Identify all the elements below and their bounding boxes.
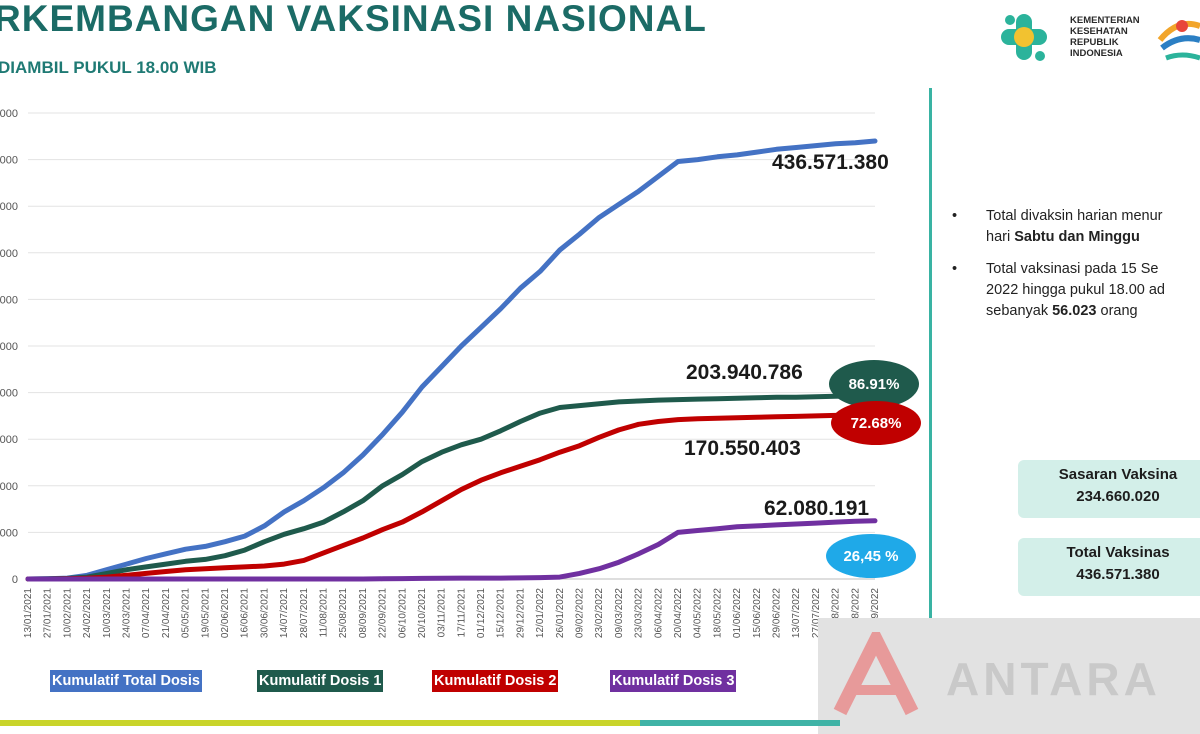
y-tick-label: 0 [12, 574, 18, 586]
ministry-name: KEMENTERIAN KESEHATAN REPUBLIK INDONESIA [1070, 15, 1140, 59]
x-tick-label: 19/05/2021 [200, 588, 211, 638]
end-value-label: 170.550.403 [684, 437, 801, 460]
x-tick-label: 10/08/2022 [831, 588, 842, 638]
page-subtitle: DIAMBIL PUKUL 18.00 WIB [0, 58, 217, 77]
x-tick-label: 03/11/2021 [437, 588, 448, 638]
x-tick-label: 23/02/2022 [594, 588, 605, 638]
footer-bar-teal [640, 720, 840, 726]
x-tick-label: 20/04/2022 [673, 588, 684, 638]
x-tick-label: 25/08/2021 [338, 588, 349, 638]
x-tick-label: 29/06/2022 [772, 588, 783, 638]
x-tick-label: 24/02/2021 [82, 588, 93, 638]
x-tick-label: 16/06/2021 [240, 588, 251, 638]
x-tick-label: 26/01/2022 [555, 588, 566, 638]
x-tick-label: 30/06/2021 [259, 588, 270, 638]
antara-logo-icon [833, 632, 919, 716]
x-tick-label: 28/07/2021 [299, 588, 310, 638]
y-tick-label: 000 [0, 434, 18, 446]
total-box: Total Vaksinas 436.571.380 [1018, 538, 1200, 596]
x-tick-label: 09/03/2022 [614, 588, 625, 638]
x-tick-label: 13/01/2021 [23, 588, 34, 638]
x-tick-label: 13/07/2022 [791, 588, 802, 638]
x-tick-label: 20/10/2021 [417, 588, 428, 638]
end-value-label: 203.940.786 [686, 361, 803, 384]
percentage-badge-label: 26,45 % [843, 548, 898, 565]
legend-dosis-1: Kumulatif Dosis 1 [257, 670, 384, 692]
target-value: 234.660.020 [1076, 488, 1160, 505]
percentage-badge [831, 401, 921, 445]
y-tick-label: 000 [0, 108, 18, 120]
x-tick-label: 07/09/2022 [870, 588, 881, 638]
x-tick-label: 09/02/2022 [575, 588, 586, 638]
x-tick-label: 24/08/2022 [850, 588, 861, 638]
note-weekend: • Total divaksin harian menur hari Sabtu… [952, 208, 1163, 245]
percentage-badge-label: 86.91% [849, 376, 900, 393]
x-tick-label: 21/04/2021 [161, 588, 172, 638]
y-tick-label: 000 [0, 201, 18, 213]
x-tick-label: 15/12/2021 [496, 588, 507, 638]
line-total-dosis [25, 138, 878, 582]
page-title: RKEMBANGAN VAKSINASI NASIONAL [0, 0, 707, 39]
x-tick-label: 14/07/2021 [279, 588, 290, 638]
x-tick-label: 18/05/2022 [712, 588, 723, 638]
x-tick-label: 10/02/2021 [62, 588, 73, 638]
x-tick-label: 22/09/2021 [378, 588, 389, 638]
x-tick-label: 06/10/2021 [397, 588, 408, 638]
x-tick-label: 15/06/2022 [752, 588, 763, 638]
x-tick-label: 23/03/2022 [634, 588, 645, 638]
percentage-badge-label: 72.68% [851, 415, 902, 432]
target-label: Sasaran Vaksina [1058, 466, 1178, 483]
y-tick-label: 000 [0, 481, 18, 493]
x-tick-label: 29/12/2021 [515, 588, 526, 638]
target-box: Sasaran Vaksina 234.660.020 [1018, 460, 1200, 518]
x-tick-label: 04/05/2022 [693, 588, 704, 638]
x-tick-label: 07/04/2021 [141, 588, 152, 638]
x-tick-label: 08/09/2021 [358, 588, 369, 638]
watermark-text: ANTARA [946, 653, 1161, 705]
y-tick-label: 000 [0, 527, 18, 539]
x-tick-label: 01/06/2022 [732, 588, 743, 638]
y-tick-label: 000 [0, 155, 18, 167]
note-daily-total: • Total vaksinasi pada 15 Se 2022 hingga… [952, 261, 1165, 319]
panel-divider [929, 88, 932, 618]
percentage-badge [829, 360, 919, 408]
x-tick-label: 17/11/2021 [456, 588, 467, 638]
x-tick-label: 24/03/2021 [121, 588, 132, 638]
bullet-icon: • [952, 208, 958, 224]
line-dosis-1 [25, 393, 878, 582]
total-value: 436.571.380 [1076, 566, 1160, 583]
end-value-label: 62.080.191 [764, 497, 869, 520]
x-tick-label: 06/04/2022 [653, 588, 664, 638]
x-tick-label: 10/03/2021 [102, 588, 113, 638]
total-label: Total Vaksinas [1066, 544, 1170, 561]
y-tick-label: 000 [0, 341, 18, 353]
x-tick-label: 27/07/2022 [811, 588, 822, 638]
x-tick-label: 11/08/2021 [318, 588, 329, 638]
bullet-icon: • [952, 261, 958, 277]
y-tick-label: 000 [0, 248, 18, 260]
footer-bar-yellow [0, 720, 640, 726]
notes-panel: • Total divaksin harian menur hari Sabtu… [952, 206, 1200, 333]
y-tick-label: 000 [0, 294, 18, 306]
kemenkes-logo-icon [1001, 14, 1200, 61]
y-tick-label: 000 [0, 388, 18, 400]
legend-dosis-3: Kumulatif Dosis 3 [610, 670, 737, 692]
legend-total-dosis: Kumulatif Total Dosis [50, 670, 202, 692]
antara-watermark: ANTARA [818, 618, 1200, 734]
legend-dosis-2: Kumulatif Dosis 2 [432, 670, 559, 692]
x-tick-label: 27/01/2021 [43, 588, 54, 638]
end-value-label: 436.571.380 [772, 151, 889, 174]
line-dosis-3 [25, 518, 878, 582]
x-tick-label: 02/06/2021 [220, 588, 231, 638]
x-tick-label: 05/05/2021 [181, 588, 192, 638]
line-dosis-2 [25, 412, 878, 582]
percentage-badge [826, 534, 916, 578]
ministry-logo [996, 6, 1200, 70]
x-tick-label: 01/12/2021 [476, 588, 487, 638]
x-tick-label: 12/01/2022 [535, 588, 546, 638]
